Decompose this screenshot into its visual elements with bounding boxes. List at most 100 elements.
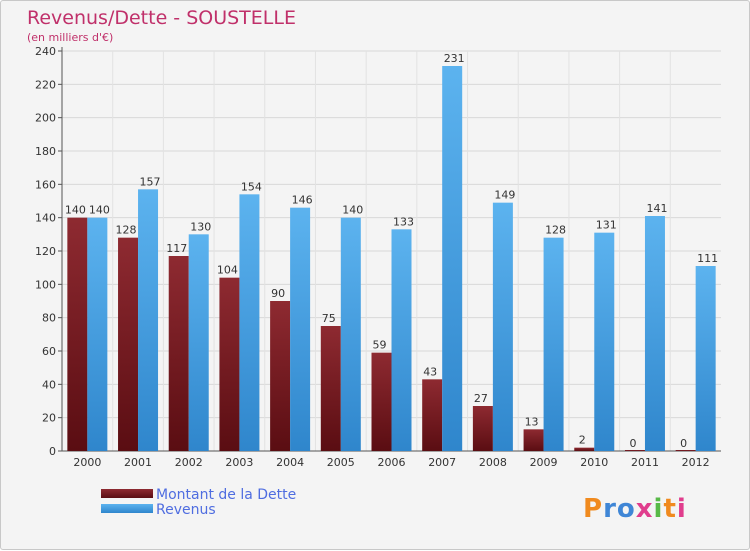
y-tick-label: 40 — [42, 378, 56, 391]
logo-letter: t — [663, 494, 676, 524]
bar-revenus-2012 — [695, 266, 716, 451]
y-tick-label: 140 — [35, 212, 56, 225]
bar-debt-2006 — [371, 352, 392, 451]
bar-revenus-2010 — [594, 232, 615, 451]
x-tick-label-2002: 2002 — [175, 456, 203, 469]
bar-debt-2007 — [422, 379, 443, 451]
x-tick-label-2003: 2003 — [225, 456, 253, 469]
bar-revenus-2007 — [442, 66, 463, 451]
y-tick-label: 240 — [35, 45, 56, 58]
bar-revenus-2000 — [87, 217, 108, 451]
y-tick-label: 160 — [35, 178, 56, 191]
x-tick-label-2012: 2012 — [682, 456, 710, 469]
value-label-revenus-2005: 140 — [342, 204, 363, 217]
value-label-revenus-2010: 131 — [596, 219, 617, 232]
bar-debt-2002 — [168, 256, 189, 451]
value-label-revenus-2001: 157 — [140, 175, 161, 188]
logo-letter: r — [603, 494, 617, 524]
value-label-revenus-2012: 111 — [697, 252, 718, 265]
bar-debt-2005 — [320, 326, 341, 451]
y-tick-label: 180 — [35, 145, 56, 158]
bar-revenus-2001 — [138, 189, 159, 452]
bar-debt-2000 — [67, 217, 88, 451]
logo-letter: i — [654, 494, 664, 524]
x-tick-label-2008: 2008 — [479, 456, 507, 469]
bar-debt-2003 — [219, 277, 240, 451]
y-tick-label: 100 — [35, 278, 56, 291]
bar-revenus-2005 — [340, 217, 361, 451]
y-tick-label: 120 — [35, 245, 56, 258]
logo-letter: x — [636, 494, 654, 524]
proxiti-logo: Proxiti — [583, 494, 687, 524]
x-tick-label-2007: 2007 — [428, 456, 456, 469]
bars — [67, 66, 716, 452]
logo-letter: o — [617, 494, 636, 524]
legend: Montant de la Dette Revenus — [101, 487, 296, 518]
value-label-debt-2010: 2 — [579, 434, 586, 447]
value-label-revenus-2004: 146 — [292, 194, 313, 207]
value-label-debt-2003: 104 — [217, 264, 238, 277]
x-tick-label-2011: 2011 — [631, 456, 659, 469]
value-label-revenus-2006: 133 — [393, 215, 414, 228]
value-label-debt-2004: 90 — [271, 287, 285, 300]
value-label-debt-2000: 140 — [65, 204, 86, 217]
logo-letter: P — [583, 494, 603, 524]
value-label-revenus-2000: 140 — [89, 204, 110, 217]
x-tick-label-2000: 2000 — [73, 456, 101, 469]
value-label-debt-2011: 0 — [629, 437, 636, 450]
bar-revenus-2006 — [391, 229, 412, 451]
value-label-debt-2008: 27 — [474, 392, 488, 405]
legend-label-revenus: Revenus — [156, 502, 216, 518]
chart-subtitle: (en milliers d'€) — [27, 31, 113, 44]
bar-debt-2009 — [523, 429, 544, 451]
value-label-debt-2012: 0 — [680, 437, 687, 450]
value-label-debt-2007: 43 — [423, 365, 437, 378]
value-label-debt-2002: 117 — [166, 242, 187, 255]
logo-text: Proxiti — [583, 494, 687, 524]
x-tick-label-2005: 2005 — [327, 456, 355, 469]
value-label-revenus-2008: 149 — [494, 189, 515, 202]
bar-debt-2011 — [624, 450, 645, 451]
value-label-debt-2006: 59 — [373, 339, 387, 352]
bar-debt-2004 — [270, 301, 291, 451]
chart-title: Revenus/Dette - SOUSTELLE — [27, 7, 296, 29]
x-tick-label-2010: 2010 — [580, 456, 608, 469]
x-tick-label-2004: 2004 — [276, 456, 304, 469]
y-tick-label: 80 — [42, 312, 56, 325]
bar-revenus-2003 — [239, 194, 260, 452]
bar-debt-2012 — [675, 450, 696, 451]
y-tick-label: 220 — [35, 78, 56, 91]
grid-lines — [62, 50, 721, 451]
legend-swatch-revenus — [101, 504, 153, 513]
value-label-debt-2009: 13 — [525, 415, 539, 428]
bar-debt-2008 — [472, 406, 493, 451]
value-label-revenus-2003: 154 — [241, 180, 262, 193]
x-tick-label-2006: 2006 — [378, 456, 406, 469]
value-label-revenus-2007: 231 — [444, 52, 465, 65]
y-tick-label: 20 — [42, 412, 56, 425]
value-label-revenus-2002: 130 — [190, 220, 211, 233]
y-tick-label: 60 — [42, 345, 56, 358]
value-label-revenus-2011: 141 — [646, 202, 667, 215]
legend-swatch-debt — [101, 489, 153, 498]
y-tick-label: 0 — [49, 445, 56, 458]
value-label-debt-2005: 75 — [322, 312, 336, 325]
value-labels: 140 1401281571171301041549014675140591334… — [65, 52, 718, 450]
logo-letter: i — [677, 494, 687, 524]
value-label-revenus-2009: 128 — [545, 224, 566, 237]
bar-revenus-2002 — [188, 234, 209, 451]
bar-debt-2001 — [118, 237, 139, 451]
bar-debt-2010 — [574, 447, 595, 451]
legend-label-debt: Montant de la Dette — [156, 487, 296, 503]
x-tick-label-2009: 2009 — [530, 456, 558, 469]
x-tick-label-2001: 2001 — [124, 456, 152, 469]
value-label-debt-2001: 128 — [116, 224, 137, 237]
bar-revenus-2009 — [543, 237, 564, 451]
bar-revenus-2004 — [290, 207, 311, 451]
bar-revenus-2011 — [644, 216, 665, 451]
y-tick-label: 200 — [35, 112, 56, 125]
bar-revenus-2008 — [492, 202, 513, 451]
